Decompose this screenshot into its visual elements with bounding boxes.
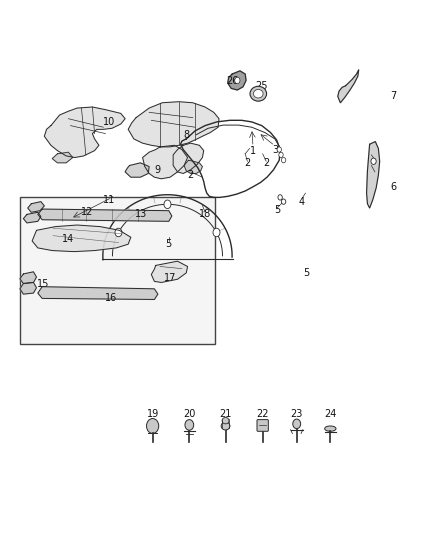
Text: 20: 20 <box>183 409 195 419</box>
Text: 7: 7 <box>391 91 397 101</box>
Polygon shape <box>173 143 204 173</box>
Text: 21: 21 <box>219 409 232 419</box>
Text: 1: 1 <box>250 146 256 156</box>
Ellipse shape <box>222 417 229 424</box>
Polygon shape <box>338 70 359 103</box>
Polygon shape <box>44 107 125 158</box>
Polygon shape <box>151 261 187 282</box>
Text: 25: 25 <box>255 81 268 91</box>
Text: 22: 22 <box>256 409 269 419</box>
Polygon shape <box>128 102 219 147</box>
Text: 13: 13 <box>135 209 148 220</box>
Text: 9: 9 <box>154 165 160 175</box>
Text: 26: 26 <box>226 77 238 86</box>
Text: 5: 5 <box>303 268 310 278</box>
Polygon shape <box>23 212 41 223</box>
Text: 2: 2 <box>263 158 269 168</box>
Text: 19: 19 <box>146 409 159 419</box>
Text: 15: 15 <box>37 279 49 288</box>
Circle shape <box>235 77 240 84</box>
Circle shape <box>279 152 283 158</box>
Circle shape <box>164 200 171 208</box>
Polygon shape <box>143 146 187 179</box>
Text: 8: 8 <box>183 130 189 140</box>
Polygon shape <box>38 209 172 221</box>
Text: 2: 2 <box>187 170 194 180</box>
Polygon shape <box>32 225 131 252</box>
Text: 4: 4 <box>299 197 305 207</box>
Polygon shape <box>38 287 158 300</box>
Polygon shape <box>184 160 202 173</box>
Text: 5: 5 <box>274 205 280 215</box>
Circle shape <box>371 158 376 165</box>
Circle shape <box>282 199 286 204</box>
FancyBboxPatch shape <box>257 419 268 431</box>
Polygon shape <box>20 272 36 284</box>
Polygon shape <box>125 163 149 177</box>
Text: 6: 6 <box>391 182 397 192</box>
Text: 23: 23 <box>290 409 303 419</box>
Text: 11: 11 <box>103 195 115 205</box>
Text: 14: 14 <box>62 234 74 244</box>
Text: 5: 5 <box>166 239 172 249</box>
Bar <box>20 197 215 344</box>
Circle shape <box>185 419 194 430</box>
Circle shape <box>282 158 286 163</box>
Circle shape <box>293 419 300 429</box>
Text: 2: 2 <box>244 158 251 168</box>
Text: 17: 17 <box>164 273 176 283</box>
Ellipse shape <box>250 86 267 101</box>
Circle shape <box>115 228 122 237</box>
Text: 3: 3 <box>272 144 278 155</box>
Text: 24: 24 <box>324 409 336 419</box>
Text: 16: 16 <box>105 293 117 303</box>
Polygon shape <box>228 71 246 90</box>
Circle shape <box>213 228 220 237</box>
Polygon shape <box>367 142 380 208</box>
Text: 12: 12 <box>81 207 93 217</box>
Text: 10: 10 <box>103 117 115 127</box>
Circle shape <box>278 195 283 200</box>
Ellipse shape <box>325 426 336 431</box>
Circle shape <box>277 147 282 152</box>
Ellipse shape <box>254 90 263 98</box>
Polygon shape <box>28 201 44 212</box>
Circle shape <box>147 418 159 433</box>
Text: 18: 18 <box>199 209 211 220</box>
Polygon shape <box>52 152 73 163</box>
Ellipse shape <box>221 422 230 430</box>
Polygon shape <box>20 282 36 294</box>
